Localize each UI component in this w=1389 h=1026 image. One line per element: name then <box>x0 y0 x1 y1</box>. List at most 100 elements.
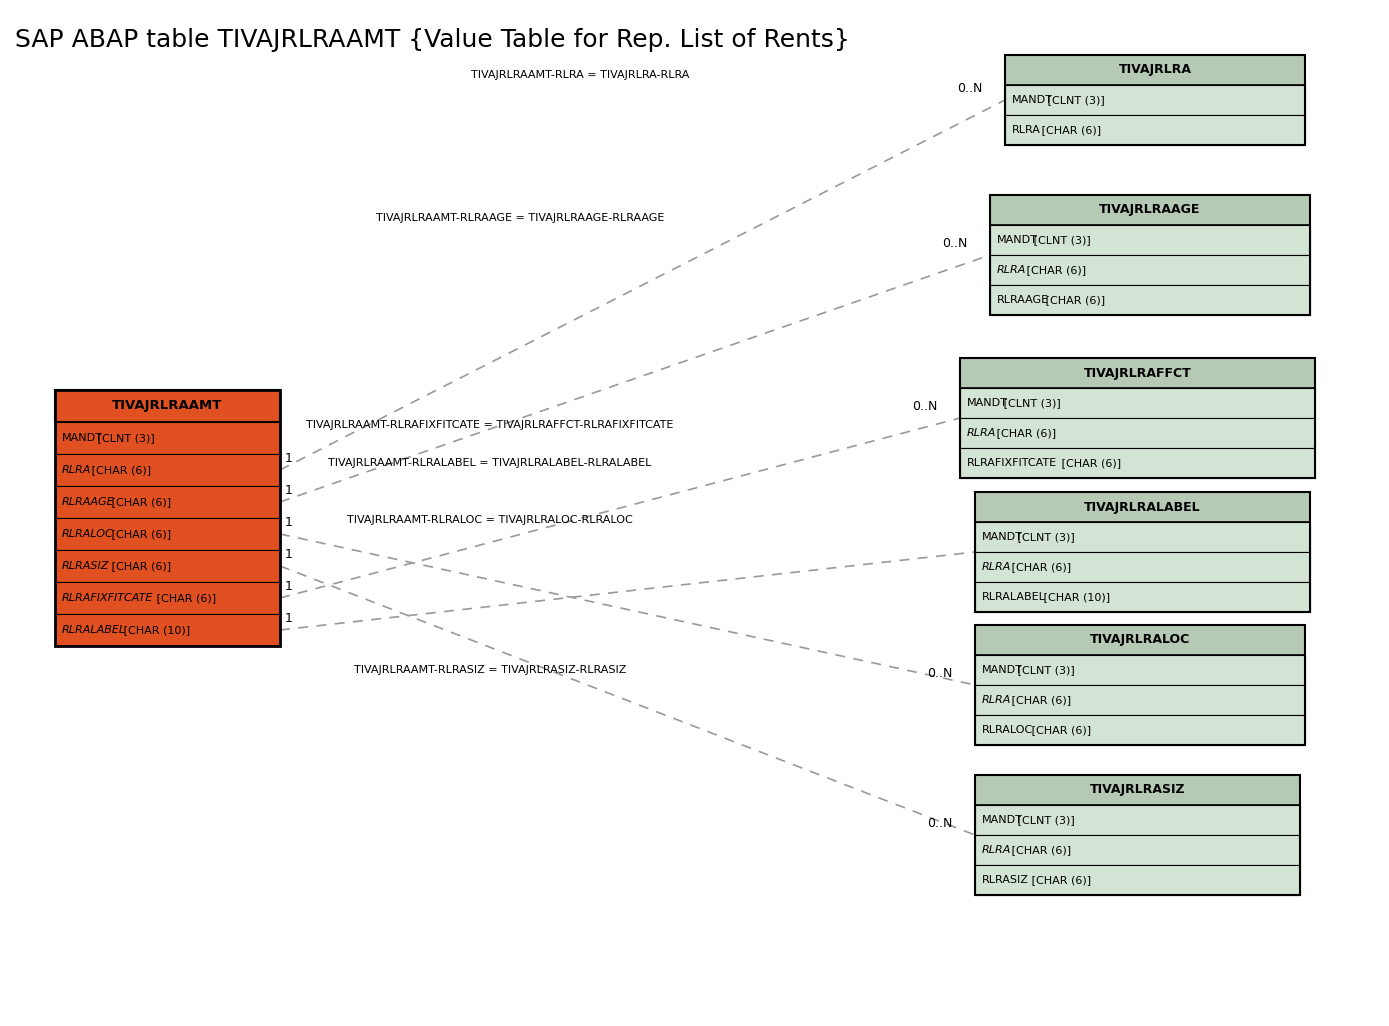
Text: TIVAJRLRAAMT-RLRASIZ = TIVAJRLRASIZ-RLRASIZ: TIVAJRLRAAMT-RLRASIZ = TIVAJRLRASIZ-RLRA… <box>354 665 626 675</box>
Bar <box>56 390 281 422</box>
Text: RLRALABEL: RLRALABEL <box>982 592 1046 602</box>
Text: [CHAR (6)]: [CHAR (6)] <box>153 593 217 603</box>
Text: 1: 1 <box>285 516 293 529</box>
Text: RLRA: RLRA <box>967 428 996 438</box>
Text: [CLNT (3)]: [CLNT (3)] <box>1029 235 1090 245</box>
Text: [CHAR (6)]: [CHAR (6)] <box>107 497 171 507</box>
Text: [CHAR (6)]: [CHAR (6)] <box>1038 125 1101 135</box>
Text: [CHAR (6)]: [CHAR (6)] <box>1008 562 1071 573</box>
Bar <box>56 518 281 550</box>
Text: [CHAR (6)]: [CHAR (6)] <box>1008 845 1071 855</box>
Bar <box>975 552 1310 582</box>
Text: [CHAR (10)]: [CHAR (10)] <box>1040 592 1111 602</box>
Text: [CLNT (3)]: [CLNT (3)] <box>1014 815 1075 825</box>
Text: [CHAR (6)]: [CHAR (6)] <box>1024 265 1086 275</box>
Text: [CHAR (10)]: [CHAR (10)] <box>121 625 190 635</box>
Text: [CLNT (3)]: [CLNT (3)] <box>1014 665 1075 675</box>
Text: 1: 1 <box>285 548 293 561</box>
Text: MANDT: MANDT <box>967 398 1008 408</box>
Bar <box>975 492 1310 611</box>
Text: 0..N: 0..N <box>942 237 967 250</box>
Text: [CLNT (3)]: [CLNT (3)] <box>94 433 156 443</box>
Text: RLRAFIXFITCATE: RLRAFIXFITCATE <box>967 458 1057 468</box>
Text: TIVAJRLRAAMT-RLRALABEL = TIVAJRLRALABEL-RLRALABEL: TIVAJRLRAAMT-RLRALABEL = TIVAJRLRALABEL-… <box>328 458 651 468</box>
Bar <box>975 775 1300 805</box>
Bar <box>56 390 281 646</box>
Text: RLRALOC: RLRALOC <box>982 725 1033 735</box>
Text: RLRAAGE: RLRAAGE <box>63 497 115 507</box>
Bar <box>56 550 281 582</box>
Bar <box>56 486 281 518</box>
Text: TIVAJRLRASIZ: TIVAJRLRASIZ <box>1090 784 1185 796</box>
Text: RLRA: RLRA <box>982 845 1011 855</box>
Text: TIVAJRLRALOC: TIVAJRLRALOC <box>1090 633 1190 646</box>
Bar <box>975 625 1306 745</box>
Bar <box>1006 55 1306 145</box>
Bar <box>975 715 1306 745</box>
Bar <box>1006 85 1306 115</box>
Text: [CHAR (6)]: [CHAR (6)] <box>107 561 171 571</box>
Text: TIVAJRLRAFFCT: TIVAJRLRAFFCT <box>1083 366 1192 380</box>
Text: [CLNT (3)]: [CLNT (3)] <box>1000 398 1060 408</box>
Text: TIVAJRLRAAGE: TIVAJRLRAAGE <box>1099 203 1200 216</box>
Text: TIVAJRLRAAMT-RLRAFIXFITCATE = TIVAJRLRAFFCT-RLRAFIXFITCATE: TIVAJRLRAAMT-RLRAFIXFITCATE = TIVAJRLRAF… <box>307 420 674 430</box>
Bar <box>960 358 1315 478</box>
Text: RLRALOC: RLRALOC <box>63 529 114 539</box>
Text: 0..N: 0..N <box>926 667 953 680</box>
Text: [CLNT (3)]: [CLNT (3)] <box>1014 532 1075 542</box>
Text: RLRA: RLRA <box>997 265 1026 275</box>
Text: [CLNT (3)]: [CLNT (3)] <box>1045 95 1106 105</box>
Bar <box>975 582 1310 611</box>
Text: TIVAJRLRAAMT-RLRA = TIVAJRLRA-RLRA: TIVAJRLRAAMT-RLRA = TIVAJRLRA-RLRA <box>471 70 689 80</box>
Text: [CHAR (6)]: [CHAR (6)] <box>1043 295 1106 305</box>
Text: MANDT: MANDT <box>63 433 103 443</box>
Text: TIVAJRLRAAMT: TIVAJRLRAAMT <box>113 399 222 412</box>
Text: MANDT: MANDT <box>982 815 1022 825</box>
Text: RLRA: RLRA <box>1013 125 1040 135</box>
Text: [CHAR (6)]: [CHAR (6)] <box>107 529 171 539</box>
Text: SAP ABAP table TIVAJRLRAAMT {Value Table for Rep. List of Rents}: SAP ABAP table TIVAJRLRAAMT {Value Table… <box>15 28 850 52</box>
Text: 0..N: 0..N <box>913 400 938 413</box>
Bar <box>960 448 1315 478</box>
Text: 1: 1 <box>285 452 293 465</box>
Text: RLRASIZ: RLRASIZ <box>63 561 110 571</box>
Bar <box>975 685 1306 715</box>
Bar <box>975 835 1300 865</box>
Text: RLRAAGE: RLRAAGE <box>997 295 1049 305</box>
Text: RLRASIZ: RLRASIZ <box>982 875 1029 885</box>
Text: 1: 1 <box>285 580 293 593</box>
Bar <box>960 388 1315 418</box>
Text: [CHAR (6)]: [CHAR (6)] <box>993 428 1056 438</box>
Bar <box>990 285 1310 315</box>
Bar <box>975 655 1306 685</box>
Text: TIVAJRLRAAMT-RLRALOC = TIVAJRLRALOC-RLRALOC: TIVAJRLRAAMT-RLRALOC = TIVAJRLRALOC-RLRA… <box>347 515 633 525</box>
Bar <box>960 418 1315 448</box>
Bar <box>990 225 1310 255</box>
Text: RLRA: RLRA <box>982 695 1011 705</box>
Bar <box>975 775 1300 895</box>
Text: 0..N: 0..N <box>926 817 953 830</box>
Text: RLRAFIXFITCATE: RLRAFIXFITCATE <box>63 593 153 603</box>
Text: [CHAR (6)]: [CHAR (6)] <box>1028 725 1090 735</box>
Bar <box>990 255 1310 285</box>
Text: 1: 1 <box>285 611 293 625</box>
Text: RLRALABEL: RLRALABEL <box>63 625 126 635</box>
Text: [CHAR (6)]: [CHAR (6)] <box>1008 695 1071 705</box>
Text: TIVAJRLRA: TIVAJRLRA <box>1118 64 1192 77</box>
Text: RLRA: RLRA <box>63 465 92 475</box>
Bar <box>975 625 1306 655</box>
Bar <box>1006 55 1306 85</box>
Bar <box>56 582 281 614</box>
Text: TIVAJRLRAAMT-RLRAAGE = TIVAJRLRAAGE-RLRAAGE: TIVAJRLRAAMT-RLRAAGE = TIVAJRLRAAGE-RLRA… <box>376 213 664 223</box>
Bar <box>975 805 1300 835</box>
Bar <box>975 865 1300 895</box>
Text: MANDT: MANDT <box>1013 95 1053 105</box>
Text: [CHAR (6)]: [CHAR (6)] <box>1028 875 1090 885</box>
Bar <box>990 195 1310 225</box>
Text: [CHAR (6)]: [CHAR (6)] <box>88 465 151 475</box>
Text: TIVAJRLRALABEL: TIVAJRLRALABEL <box>1085 501 1201 513</box>
Text: MANDT: MANDT <box>982 532 1022 542</box>
Bar <box>960 358 1315 388</box>
Text: MANDT: MANDT <box>982 665 1022 675</box>
Bar <box>1006 115 1306 145</box>
